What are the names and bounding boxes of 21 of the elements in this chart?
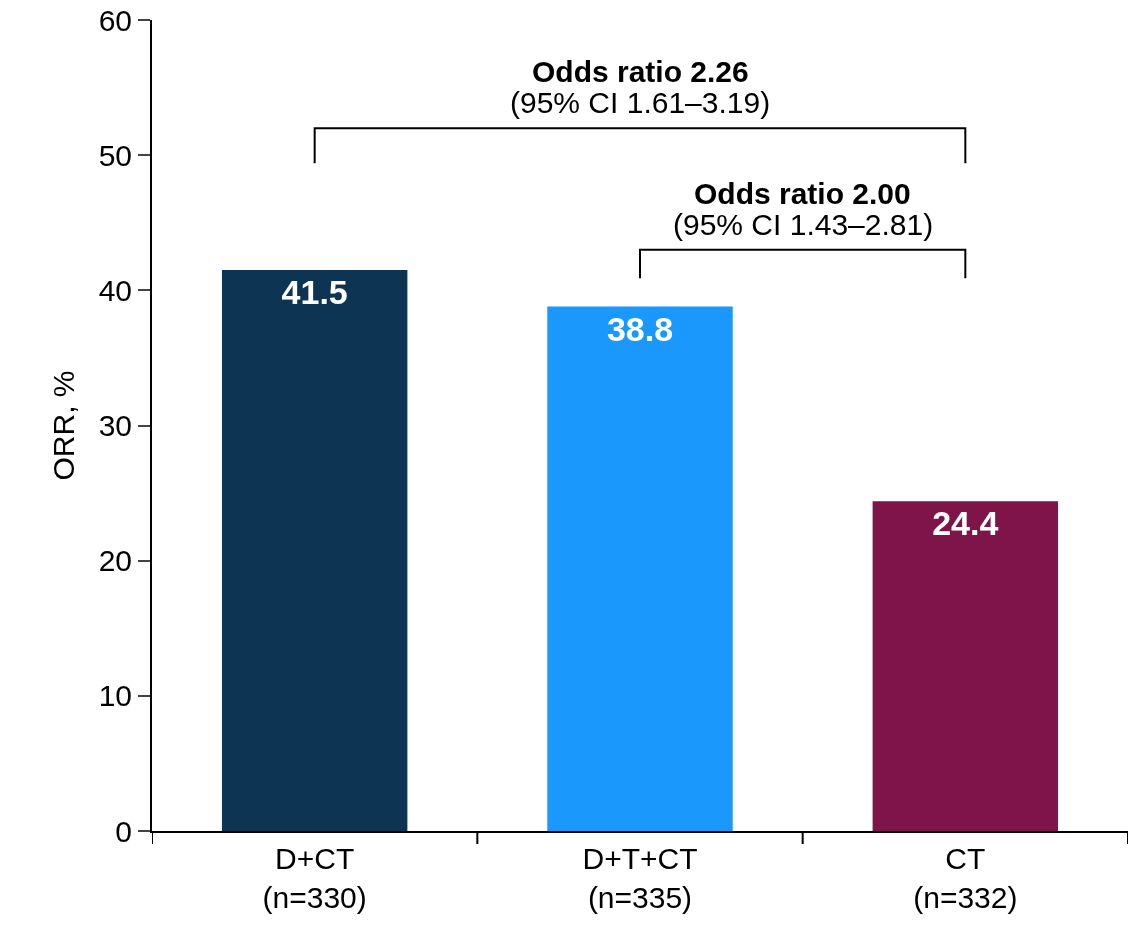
y-tick-label: 20 <box>98 544 132 578</box>
y-tick-label: 40 <box>98 273 132 307</box>
annotation: Odds ratio 2.00 <box>694 177 911 210</box>
x-tick-label: D+CT (n=330) <box>262 842 367 914</box>
data-label: 24.4 <box>932 504 999 543</box>
y-tick-label: 50 <box>98 138 132 172</box>
x-tick-label: CT (n=332) <box>913 842 1018 914</box>
data-label: 38.8 <box>606 309 674 348</box>
annotation: (95% CI 1.61–3.19) <box>510 86 771 119</box>
y-axis-title: ORR, % <box>47 370 81 481</box>
bar <box>547 306 733 831</box>
annotation: (95% CI 1.43–2.81) <box>673 208 934 241</box>
y-tick-label: 0 <box>115 814 132 848</box>
data-label: 41.5 <box>281 273 348 312</box>
annotation: Odds ratio 2.26 <box>532 55 749 88</box>
bar <box>221 270 408 831</box>
bar <box>872 501 1059 831</box>
y-tick-label: 60 <box>98 3 132 37</box>
x-tick-label: D+T+CT (n=335) <box>582 842 698 914</box>
y-tick-label: 30 <box>98 409 132 442</box>
y-tick-label: 10 <box>98 679 132 713</box>
